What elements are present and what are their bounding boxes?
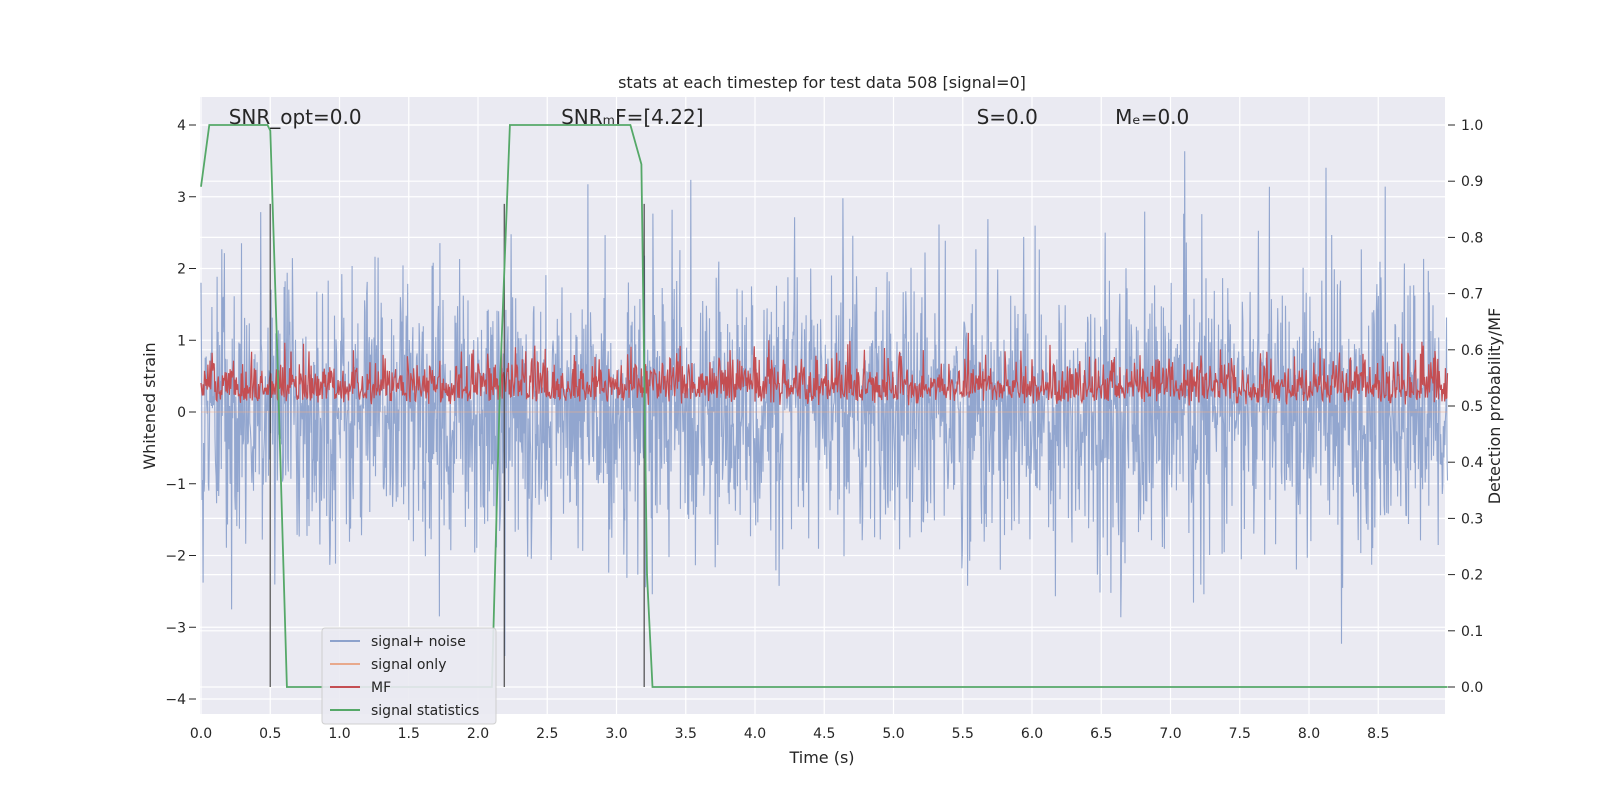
y-right-tick-label: 0.1	[1461, 624, 1483, 640]
mf-series	[200, 332, 1449, 406]
y-left-tick-label: 4	[177, 118, 186, 134]
legend-box	[321, 627, 497, 725]
x-tick-label: 7.5	[1229, 726, 1251, 742]
x-tick-label: 3.0	[605, 726, 627, 742]
x-tick-label: 2.5	[536, 726, 558, 742]
y-right-tick-label: 0.3	[1461, 511, 1483, 527]
signal-statistics-series	[200, 124, 1448, 688]
annotation-3: Mₑ=0.0	[1115, 105, 1189, 129]
x-tick-label: 0.5	[259, 726, 281, 742]
y-right-tick-label: 0.4	[1461, 455, 1483, 471]
signal-noise-series	[200, 151, 1449, 657]
y-left-tick-label: 1	[177, 333, 186, 349]
signal-statistics-line	[200, 124, 1448, 688]
x-tick-label: 3.5	[675, 726, 697, 742]
y-right-tick-label: 0.0	[1461, 680, 1483, 696]
x-tick-label: 0.0	[190, 726, 212, 742]
y-right-tick-label: 0.6	[1461, 343, 1483, 359]
y-left-axis-label: Whitened strain	[140, 342, 159, 469]
y-right-tick-label: 0.5	[1461, 399, 1483, 415]
signal-noise-line	[200, 151, 1449, 657]
annotation-1: SNRₘF=[4.22]	[561, 105, 703, 129]
x-tick-label: 1.5	[398, 726, 420, 742]
y-left-tick-label: −2	[165, 549, 186, 565]
y-left-tick-label: 3	[177, 190, 186, 206]
y-left-tick-labels: −4 −3 −2 −1 0 1 2 3 4	[165, 118, 196, 708]
y-right-tick-label: 0.2	[1461, 568, 1483, 584]
y-left-tick-label: 0	[177, 405, 186, 421]
mf-line	[200, 332, 1449, 406]
annotation-0: SNR_opt=0.0	[229, 105, 362, 129]
x-tick-label: 1.0	[328, 726, 350, 742]
y-right-tick-label: 0.9	[1461, 174, 1483, 190]
x-tick-label: 8.0	[1298, 726, 1320, 742]
y-left-tick-label: −3	[165, 620, 186, 636]
y-left-tick-label: −4	[165, 692, 186, 708]
legend-label: MF	[371, 680, 391, 696]
annotations: SNR_opt=0.0 SNRₘF=[4.22] S=0.0 Mₑ=0.0	[229, 105, 1190, 129]
y-right-tick-label: 0.7	[1461, 287, 1483, 303]
x-tick-label: 2.0	[467, 726, 489, 742]
x-tick-label: 4.5	[813, 726, 835, 742]
x-tick-label: 6.0	[1021, 726, 1043, 742]
x-tick-labels: 0.0 0.5 1.0 1.5 2.0 2.5 3.0 3.5 4.0 4.5 5.0 5.5 6.0 6…	[190, 726, 1390, 742]
legend: signal+ noise signal only MF signal statist…	[321, 627, 497, 725]
y-right-tick-labels: 0.0 0.1 0.2 0.3 0.4 0.5 0.6 0.7 0.8 0.9 1.0	[1448, 118, 1483, 696]
annotation-2: S=0.0	[977, 105, 1038, 129]
x-tick-label: 5.0	[882, 726, 904, 742]
x-tick-label: 8.5	[1367, 726, 1389, 742]
x-tick-label: 7.0	[1159, 726, 1181, 742]
y-left-tick-label: 2	[177, 262, 186, 278]
y-left-tick-label: −1	[165, 477, 186, 493]
y-right-axis-label: Detection probability/MF	[1485, 308, 1504, 505]
legend-label: signal only	[371, 657, 446, 673]
y-right-tick-label: 0.8	[1461, 230, 1483, 246]
y-right-tick-label: 1.0	[1461, 118, 1483, 134]
chart-title: stats at each timestep for test data 508…	[618, 73, 1026, 92]
x-axis-label: Time (s)	[788, 748, 854, 767]
x-tick-label: 4.0	[744, 726, 766, 742]
x-tick-label: 6.5	[1090, 726, 1112, 742]
legend-label: signal statistics	[371, 703, 479, 719]
x-tick-label: 5.5	[952, 726, 974, 742]
legend-label: signal+ noise	[371, 634, 466, 650]
